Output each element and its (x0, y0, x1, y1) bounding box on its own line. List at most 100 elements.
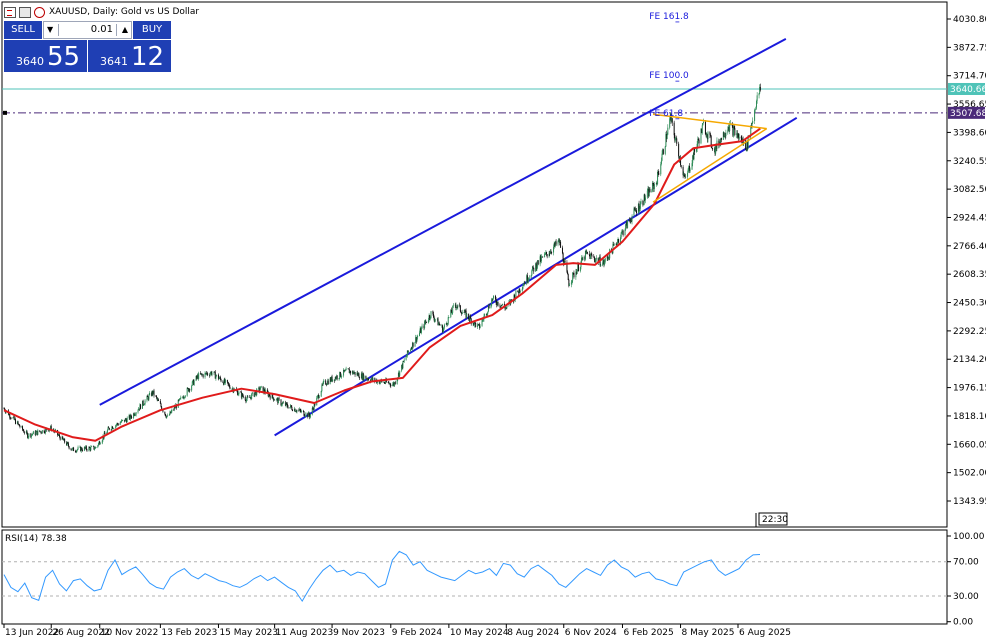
candle-body (666, 134, 668, 139)
candle-body (22, 429, 24, 431)
candle-body (254, 393, 256, 397)
candle-body (399, 370, 401, 376)
candle-body (640, 201, 642, 204)
candle-body (687, 168, 689, 173)
candle-body (711, 147, 713, 150)
candle-body (539, 256, 541, 265)
candle-body (572, 272, 574, 274)
candle-body (604, 258, 606, 262)
candle-body (420, 328, 422, 333)
candle-body (184, 397, 186, 399)
y-tick-label: 2766.40 (953, 242, 986, 252)
candle-body (452, 305, 454, 307)
candle-body (523, 285, 525, 286)
candle-body (71, 449, 73, 451)
candle-body (242, 396, 244, 398)
candle-body (756, 95, 758, 101)
candle-body (378, 380, 380, 384)
moving-average-line (3, 127, 761, 442)
chart-header: XAUUSD, Daily: Gold vs US Dollar (4, 4, 199, 20)
candle-body (115, 425, 117, 429)
y-tick-label: 3872.75 (953, 43, 986, 53)
candle-body (220, 378, 222, 382)
fib-level-label: FE 100.0 (649, 71, 689, 81)
candle-body (48, 430, 50, 432)
candle-body (590, 254, 592, 259)
candle-body (448, 317, 450, 318)
candle-body (381, 380, 383, 383)
rsi-tick-label: 30.00 (953, 592, 979, 602)
candle-body (325, 380, 327, 385)
candle-body (526, 275, 528, 282)
candle-body (426, 321, 428, 323)
candle-body (210, 371, 212, 374)
candle-body (350, 370, 352, 374)
candle-body (406, 355, 408, 357)
candle-body (715, 144, 717, 149)
candle-body (229, 386, 231, 390)
candle-body (656, 183, 658, 185)
lot-size-input[interactable]: ▼ 0.01 ▲ (43, 21, 132, 39)
candle-body (147, 395, 149, 397)
candle-body (736, 133, 738, 136)
candle-body (472, 322, 474, 324)
candle-body (115, 424, 117, 426)
candle-body (519, 290, 521, 292)
candle-body (490, 305, 492, 309)
candle-body (120, 420, 122, 423)
chart-grid-icon (19, 6, 31, 18)
candle-body (16, 421, 18, 424)
sell-button[interactable]: SELL (4, 21, 42, 39)
candle-body (281, 404, 283, 406)
candle-body (478, 324, 480, 325)
candle-body (98, 441, 100, 444)
candle-body (165, 416, 167, 418)
buy-price-box[interactable]: 3641 12 (88, 40, 171, 72)
candle-body (40, 431, 42, 433)
candle-body (73, 447, 75, 452)
candle-body (351, 371, 353, 374)
candle-body (644, 194, 646, 201)
candle-body (152, 390, 154, 394)
lot-increase-icon[interactable]: ▲ (121, 25, 128, 34)
candle-body (44, 428, 46, 433)
sell-price-box[interactable]: 3640 55 (4, 40, 87, 72)
candle-body (353, 373, 355, 374)
candle-body (433, 317, 435, 321)
candle-body (329, 378, 331, 385)
candle-body (268, 394, 270, 397)
candle-body (143, 404, 145, 406)
y-tick-label: 3398.60 (953, 128, 986, 138)
rsi-tick-label: 70.00 (953, 558, 979, 568)
candle-body (277, 398, 279, 404)
candle-body (273, 399, 275, 401)
candle-body (674, 139, 676, 141)
candle-body (683, 174, 685, 177)
candle-body (95, 447, 97, 448)
candle-body (179, 398, 181, 401)
candle-body (408, 351, 410, 353)
buy-button[interactable]: BUY (133, 21, 171, 39)
candle-body (651, 190, 653, 193)
candle-body (401, 364, 403, 371)
x-tick-label: 9 Feb 2024 (392, 628, 443, 638)
candle-body (161, 406, 163, 410)
candle-body (371, 377, 373, 381)
candle-body (113, 428, 115, 429)
candle-body (466, 313, 468, 318)
candle-body (535, 263, 537, 272)
candle-body (129, 415, 131, 420)
candle-body (385, 379, 387, 384)
candle-body (560, 241, 562, 248)
candle-body (339, 371, 341, 377)
candle-body (295, 411, 297, 413)
lot-size-value[interactable]: 0.01 (90, 24, 113, 35)
lot-decrease-icon[interactable]: ▼ (47, 25, 54, 34)
candle-body (178, 399, 180, 401)
candle-body (160, 403, 162, 407)
candle-body (313, 403, 315, 410)
candle-body (101, 440, 103, 444)
candle-body (582, 256, 584, 261)
candle-body (684, 176, 686, 178)
